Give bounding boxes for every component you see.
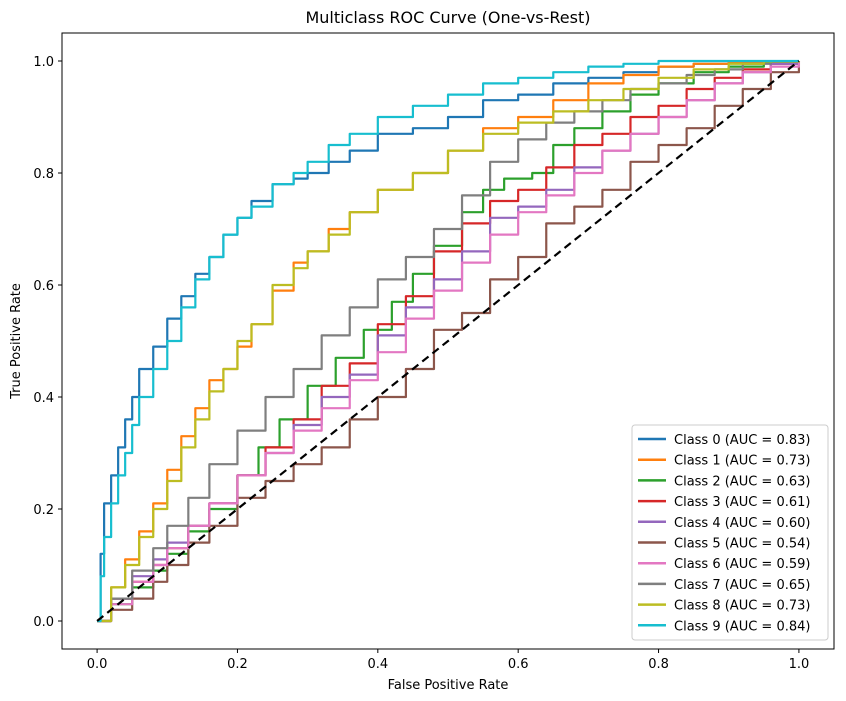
- x-tick-label: 0.6: [508, 657, 529, 672]
- x-tick-label: 0.4: [367, 657, 388, 672]
- legend-label-class-2: Class 2 (AUC = 0.63): [674, 474, 810, 489]
- chart-title: Multiclass ROC Curve (One-vs-Rest): [305, 8, 590, 27]
- y-tick-label: 0.0: [33, 615, 54, 630]
- x-tick-label: 1.0: [789, 657, 810, 672]
- legend-items: Class 0 (AUC = 0.83) Class 1 (AUC = 0.73)…: [638, 433, 810, 634]
- legend-label-class-7: Class 7 (AUC = 0.65): [674, 578, 810, 593]
- legend-box: [631, 424, 829, 641]
- x-tick-label: 0.0: [87, 657, 108, 672]
- plot-area: [61, 32, 835, 650]
- legend-label-class-3: Class 3 (AUC = 0.61): [674, 495, 810, 510]
- axes-frame: [61, 32, 835, 650]
- y-axis-ticks: 0.0 0.2 0.4 0.6 0.8 1.0: [33, 55, 62, 630]
- x-axis-ticks: 0.0 0.2 0.4 0.6 0.8 1.0: [87, 649, 810, 672]
- legend-label-class-9: Class 9 (AUC = 0.84): [674, 619, 810, 634]
- y-tick-label: 1.0: [33, 55, 54, 70]
- series-line-class-9: [97, 59, 799, 623]
- series-line-class-7: [97, 60, 801, 623]
- series-layer: [97, 59, 801, 623]
- legend-label-class-4: Class 4 (AUC = 0.60): [674, 516, 810, 531]
- series-line-class-8: [97, 60, 801, 623]
- legend-label-class-1: Class 1 (AUC = 0.73): [674, 454, 810, 469]
- y-tick-label: 0.2: [33, 503, 54, 518]
- legend-label-class-8: Class 8 (AUC = 0.73): [674, 599, 810, 614]
- x-tick-label: 0.2: [227, 657, 248, 672]
- legend-label-class-0: Class 0 (AUC = 0.83): [674, 433, 810, 448]
- legend: Class 0 (AUC = 0.83) Class 1 (AUC = 0.73)…: [631, 424, 829, 641]
- x-tick-label: 0.8: [648, 657, 669, 672]
- series-line-class-5: [97, 61, 801, 623]
- chance-diagonal: [96, 60, 800, 622]
- y-axis-label: True Positive Rate: [9, 283, 24, 400]
- legend-label-class-5: Class 5 (AUC = 0.54): [674, 537, 810, 552]
- y-tick-label: 0.8: [33, 167, 54, 182]
- y-tick-label: 0.4: [33, 391, 54, 406]
- x-axis-label: False Positive Rate: [388, 678, 509, 693]
- legend-label-class-6: Class 6 (AUC = 0.59): [674, 557, 810, 572]
- y-tick-label: 0.6: [33, 279, 54, 294]
- series-line-class-6: [97, 61, 801, 623]
